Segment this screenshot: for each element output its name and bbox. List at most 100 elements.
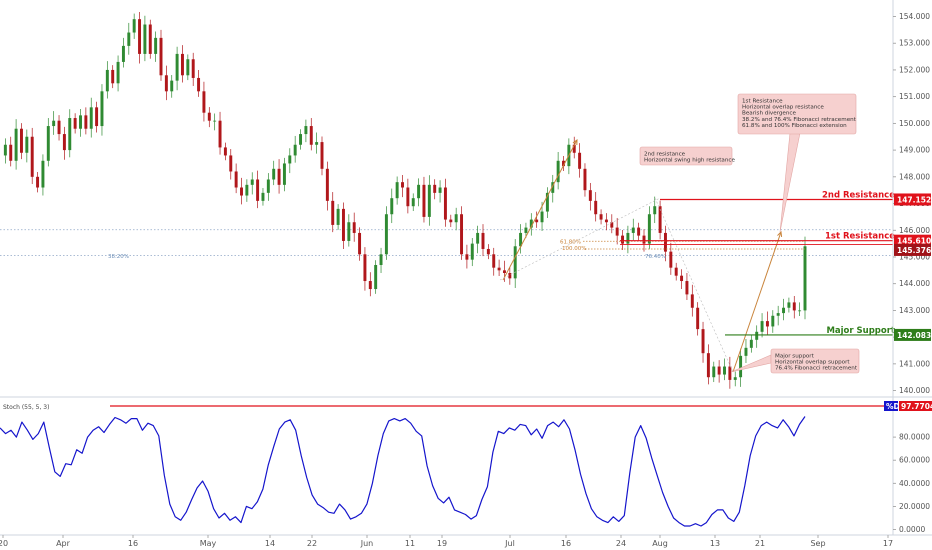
price-tick-label: 140.000 xyxy=(899,386,930,395)
candle-body xyxy=(25,136,29,153)
candle-body xyxy=(578,152,582,169)
annotation-second-resistance-line: 2nd resistance xyxy=(644,152,686,158)
candle-body xyxy=(481,232,485,249)
candle-body xyxy=(84,115,88,129)
stoch-d-badge-text: %D xyxy=(886,402,900,411)
candle-body xyxy=(674,267,678,276)
candle-body xyxy=(111,69,115,84)
candle-body xyxy=(647,214,651,244)
fib-382-label: 38.20% xyxy=(108,254,129,260)
price-tick-label: 152.000 xyxy=(899,65,930,74)
candle-body xyxy=(293,144,297,156)
candle-body xyxy=(443,187,447,220)
time-tick-label: Jul xyxy=(504,539,515,548)
candle-body xyxy=(309,126,313,145)
candle-body xyxy=(401,182,404,188)
candle-body xyxy=(717,366,721,375)
candle-body xyxy=(19,128,23,153)
price-tick-label: 149.000 xyxy=(899,146,930,155)
candle-body xyxy=(41,160,45,188)
price-tick-label: 148.000 xyxy=(899,172,930,181)
stoch-d-line xyxy=(0,416,806,527)
candle-body xyxy=(347,222,351,241)
time-tick-label: 11 xyxy=(405,539,415,548)
candle-body xyxy=(513,246,517,279)
candle-body xyxy=(669,251,673,268)
trend-arrow-up-1 xyxy=(502,139,578,281)
candle-body xyxy=(562,160,565,167)
candle-body xyxy=(57,120,61,135)
candle-body xyxy=(234,171,238,188)
level-label-2: Major Support xyxy=(826,326,895,336)
time-tick-label: 20 xyxy=(0,539,8,548)
candle-body xyxy=(604,219,608,223)
level-label-1: 1st Resistance xyxy=(825,232,895,242)
fib-100-label: 100.00% xyxy=(562,246,586,252)
candle-body xyxy=(3,144,7,156)
candle-body xyxy=(765,321,769,327)
candle-body xyxy=(551,182,555,193)
price-tick-label: 150.000 xyxy=(899,119,930,128)
fib-764-label: 76.40% xyxy=(645,254,666,260)
candle-body xyxy=(170,80,174,92)
level-label-0: 2nd Resistance xyxy=(822,190,895,200)
stoch-d-badge xyxy=(884,401,898,411)
candle-body xyxy=(374,264,378,290)
candle-body xyxy=(744,347,748,356)
candle-body xyxy=(792,302,796,311)
candle-body xyxy=(256,179,260,201)
candle-body xyxy=(288,155,292,164)
candle-body xyxy=(663,232,667,252)
candle-body xyxy=(535,219,539,223)
candle-body xyxy=(266,179,270,193)
candle-body xyxy=(685,281,689,295)
candle-body xyxy=(52,120,56,127)
price-tick-label: 141.000 xyxy=(899,359,930,368)
candle-body xyxy=(739,355,743,378)
candle-body xyxy=(223,147,227,156)
candle-body xyxy=(712,366,716,378)
candle-body xyxy=(197,77,201,92)
candle-body xyxy=(803,246,807,311)
candle-body xyxy=(502,270,506,274)
annotation-second-resistance-box xyxy=(639,146,733,166)
candle-body xyxy=(282,163,286,185)
candle-body xyxy=(395,182,399,199)
trend-arrow-up-2 xyxy=(732,231,782,373)
candle-body xyxy=(299,134,303,145)
candle-body xyxy=(626,232,630,244)
candle-body xyxy=(331,200,335,225)
level-badge-text-0: 147.152 xyxy=(897,195,931,204)
annotation-first-resistance-line: 38.2% and 76.4% Fibonacci retracement xyxy=(742,117,857,123)
stoch-label: Stoch (55, 5, 3) xyxy=(3,404,49,411)
candle-body xyxy=(250,179,254,185)
fib-extension-guide xyxy=(499,197,661,281)
candle-body xyxy=(261,192,265,201)
candle-body xyxy=(175,53,179,81)
candle-body xyxy=(492,254,496,268)
candle-body xyxy=(180,53,184,76)
time-tick-label: 14 xyxy=(265,539,275,548)
candle-body xyxy=(127,32,131,46)
candle-body xyxy=(304,126,308,135)
candle-body xyxy=(406,187,410,207)
level-badge-text-1: 145.610 xyxy=(897,237,931,246)
candle-body xyxy=(116,61,120,84)
candle-body xyxy=(594,200,598,215)
candle-body xyxy=(272,168,276,180)
candle-body xyxy=(427,184,431,217)
candle-body xyxy=(368,281,372,290)
candle-body xyxy=(202,91,206,113)
stoch-tick-label: 60.0000 xyxy=(899,456,930,465)
candle-body xyxy=(411,198,415,207)
candle-body xyxy=(422,184,426,217)
candle-body xyxy=(352,222,356,233)
candle-body xyxy=(706,353,710,378)
candle-body xyxy=(529,219,533,228)
candle-body xyxy=(556,160,560,183)
candle-body xyxy=(379,254,383,265)
candle-body xyxy=(454,214,458,223)
